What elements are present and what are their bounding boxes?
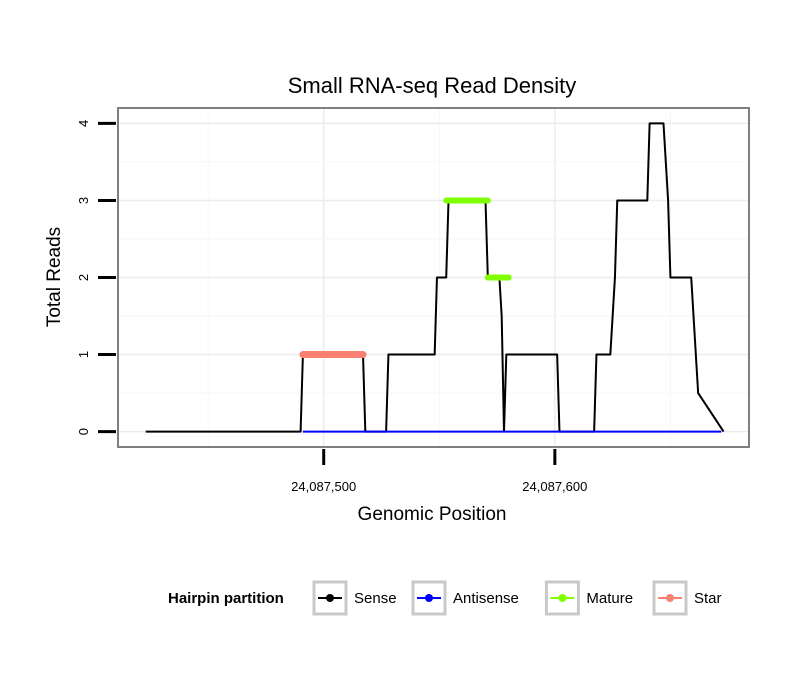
legend-label: Star [694, 590, 722, 607]
legend-label: Sense [354, 590, 397, 607]
legend-item-sense: Sense [312, 580, 397, 616]
y-tick-label: 1 [76, 351, 91, 358]
legend-title: Hairpin partition [168, 590, 284, 607]
legend-label: Antisense [453, 590, 519, 607]
legend-item-mature: Mature [544, 580, 633, 616]
x-axis-title: Genomic Position [358, 504, 507, 525]
legend-label: Mature [586, 590, 633, 607]
legend-item-antisense: Antisense [411, 580, 519, 616]
y-axis-title: Total Reads [44, 227, 65, 327]
legend-item-star: Star [652, 580, 722, 616]
series-layer [145, 122, 725, 433]
x-tick-label: 24,087,500 [291, 479, 356, 494]
y-tick-label: 4 [76, 120, 91, 127]
x-tick-label: 24,087,600 [522, 479, 587, 494]
y-tick-label: 3 [76, 197, 91, 204]
y-tick-label: 2 [76, 274, 91, 281]
y-tick-label: 0 [76, 428, 91, 435]
legend-key-point [666, 594, 674, 602]
chart-title: Small RNA-seq Read Density [288, 73, 577, 98]
legend-key-point [558, 594, 567, 602]
legend-key-point [326, 594, 334, 602]
grid-lines [118, 108, 749, 447]
series-sense-line [145, 122, 725, 433]
plot-panel-border [117, 107, 750, 448]
axes: 24,087,500 24,087,600 0 1 2 3 4 [76, 120, 587, 494]
legend: Hairpin partition Sense Antisense Mature St… [168, 580, 722, 616]
legend-key-point [425, 594, 433, 602]
